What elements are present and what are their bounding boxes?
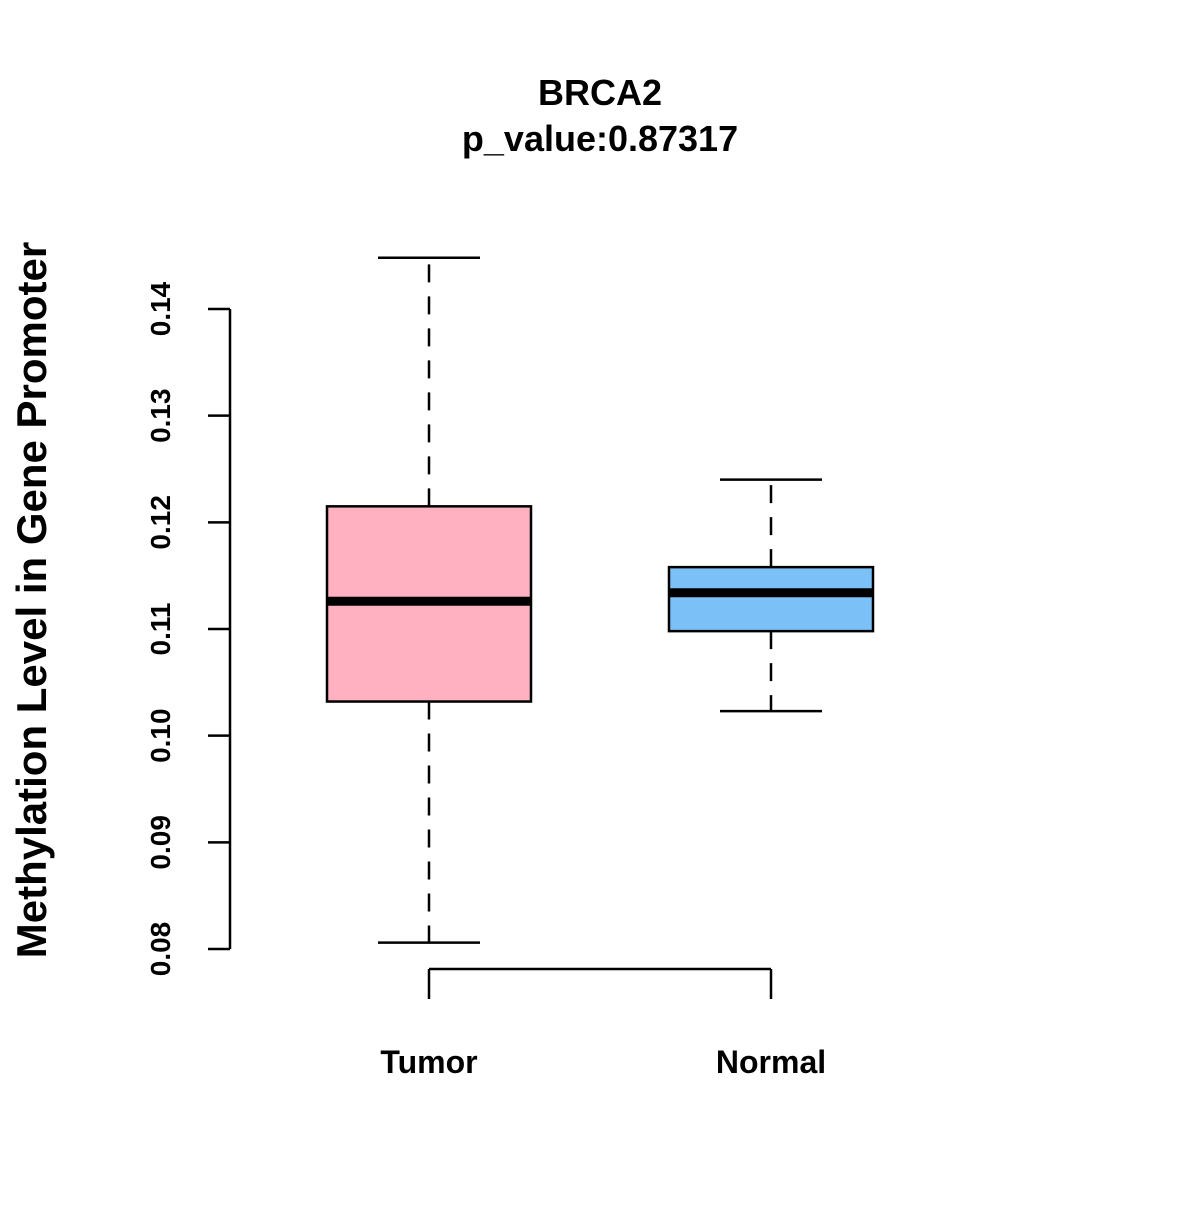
x-tick-label-tumor: Tumor [380, 1044, 477, 1080]
y-tick-label: 0.14 [145, 281, 176, 336]
x-axis: Tumor Normal [380, 967, 826, 1080]
box-tumor [325, 256, 533, 944]
y-tick-label: 0.11 [145, 603, 176, 656]
chart-title: BRCA2 [538, 72, 662, 113]
y-axis-label: Methylation Level in Gene Promoter [8, 242, 55, 958]
y-tick-label: 0.12 [145, 495, 176, 550]
y-tick-label: 0.10 [145, 708, 176, 763]
y-tick-label: 0.13 [145, 388, 176, 443]
y-tick-label: 0.09 [145, 815, 176, 870]
box-body [667, 565, 875, 633]
y-tick-label: 0.08 [145, 922, 176, 977]
y-axis: 0.08 0.09 0.10 0.11 0.12 0.13 0.14 [145, 281, 232, 977]
boxes [325, 256, 875, 944]
x-tick-label-normal: Normal [716, 1044, 826, 1080]
box-normal [667, 478, 875, 713]
chart-subtitle: p_value:0.87317 [462, 118, 738, 159]
